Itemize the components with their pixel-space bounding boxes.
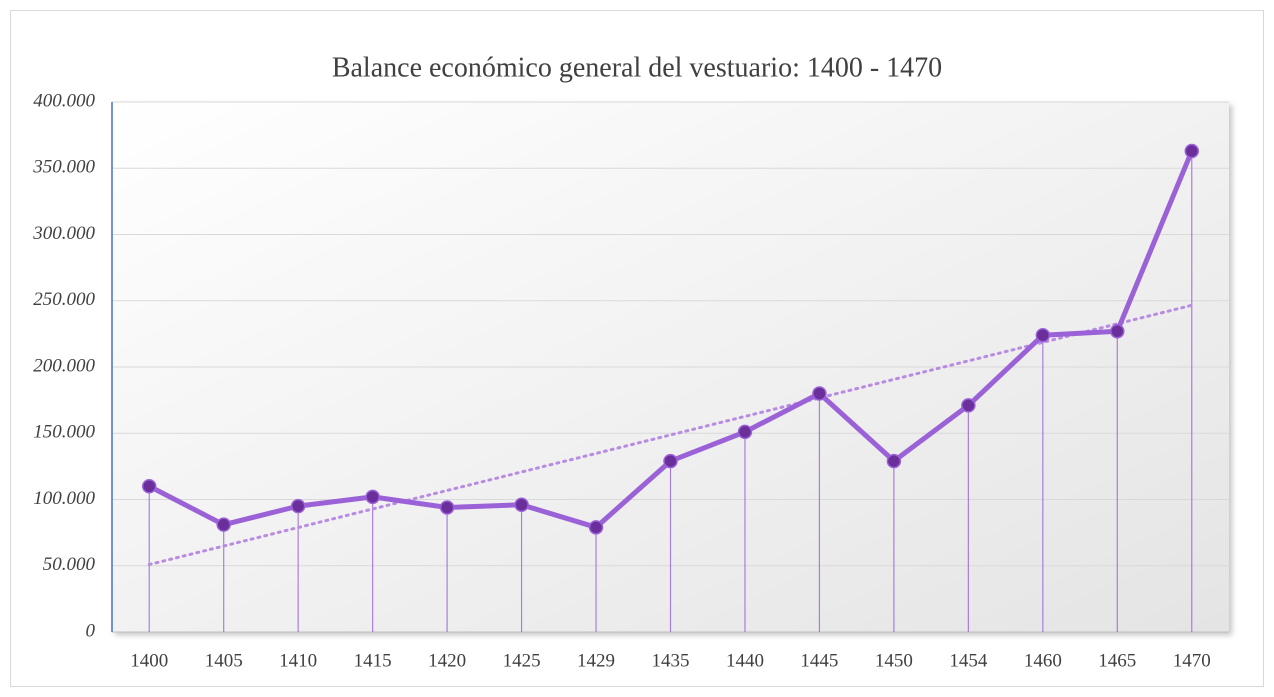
marker bbox=[216, 517, 231, 532]
x-tick-label: 1445 bbox=[800, 650, 838, 671]
y-tick-label: 100.000 bbox=[33, 488, 95, 509]
trendline bbox=[147, 303, 1194, 567]
x-tick-label: 1470 bbox=[1173, 650, 1211, 671]
marker bbox=[439, 500, 455, 515]
marker bbox=[737, 424, 753, 440]
x-tick-label: 1435 bbox=[652, 650, 690, 671]
y-tick-label: 400.000 bbox=[33, 90, 95, 111]
marker bbox=[1035, 327, 1051, 343]
y-tick-label: 150.000 bbox=[33, 422, 95, 443]
marker bbox=[514, 497, 529, 513]
y-tick-label: 250.000 bbox=[33, 289, 95, 310]
chart-title: Balance económico general del vestuario:… bbox=[332, 52, 942, 83]
x-tick-label: 1410 bbox=[279, 650, 317, 671]
marker bbox=[663, 453, 678, 469]
x-tick-label: 1425 bbox=[503, 650, 541, 671]
marker bbox=[588, 520, 604, 535]
marker bbox=[141, 479, 157, 494]
x-tick-label: 1400 bbox=[130, 650, 168, 671]
y-tick-label: 0 bbox=[86, 620, 96, 641]
marker bbox=[1110, 323, 1125, 339]
x-tick-label: 1454 bbox=[949, 650, 988, 671]
marker bbox=[290, 498, 306, 514]
x-tick-label: 1405 bbox=[205, 650, 243, 671]
x-tick-label: 1465 bbox=[1098, 650, 1136, 671]
marker bbox=[1184, 143, 1200, 159]
x-tick-label: 1415 bbox=[354, 650, 392, 671]
marker bbox=[365, 489, 380, 505]
x-tick-label: 1450 bbox=[875, 650, 913, 671]
x-tick-label: 1429 bbox=[577, 650, 615, 671]
marker bbox=[812, 386, 827, 401]
x-tick-label: 1460 bbox=[1024, 650, 1062, 671]
y-tick-label: 300.000 bbox=[32, 223, 95, 244]
x-tick-label: 1440 bbox=[726, 650, 764, 671]
y-tick-label: 200.000 bbox=[33, 355, 95, 376]
y-tick-label: 50.000 bbox=[43, 554, 96, 575]
x-tick-label: 1420 bbox=[428, 650, 466, 671]
y-tick-label: 350.000 bbox=[32, 157, 95, 178]
marker bbox=[886, 453, 902, 469]
marker bbox=[961, 398, 976, 413]
